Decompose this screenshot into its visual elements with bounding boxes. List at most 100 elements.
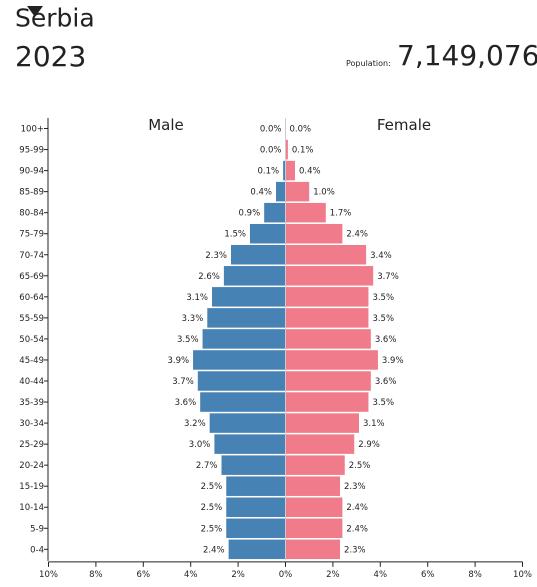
x-tick-label: 2% [326, 570, 340, 580]
data-label-female: 1.0% [313, 188, 335, 198]
age-group-label: 15-19 [19, 482, 44, 492]
data-label-male: 2.7% [196, 461, 218, 471]
data-label-male: 0.0% [260, 125, 282, 135]
age-group-label: 75-79 [19, 230, 44, 240]
data-label-male: 0.1% [258, 167, 280, 177]
bar-male [249, 223, 286, 244]
bar-male [209, 413, 286, 433]
bar-male [212, 287, 286, 307]
population-value: 7,149,076 [397, 39, 537, 72]
bar-male [207, 308, 286, 328]
bar-male [197, 371, 286, 391]
data-label-female: 2.4% [346, 230, 368, 240]
bar-female [285, 413, 359, 433]
data-label-male: 3.0% [189, 440, 211, 450]
data-label-male: 3.3% [182, 314, 204, 324]
bar-male [193, 350, 286, 370]
bar-male [226, 518, 286, 539]
data-label-female: 2.3% [344, 545, 366, 555]
age-group-label: 95-99 [19, 146, 44, 156]
x-tick-label: 10% [39, 570, 58, 580]
data-label-male: 0.4% [250, 188, 272, 198]
year-label: 2023 [15, 40, 87, 73]
bar-female [285, 392, 369, 412]
bar-male [226, 497, 286, 517]
age-group-label: 55-59 [19, 314, 44, 324]
bar-male [226, 476, 286, 496]
x-tick-label: 6% [421, 570, 435, 580]
data-label-male: 1.5% [224, 230, 246, 240]
age-group-label: 80-84 [19, 209, 44, 219]
x-tick-label: 2% [231, 570, 245, 580]
x-tick-label: 4% [184, 570, 198, 580]
data-label-female: 3.7% [377, 272, 399, 282]
age-group-label: 90-94 [19, 167, 44, 177]
age-group-label: 45-49 [19, 356, 44, 366]
data-label-male: 2.5% [201, 482, 223, 492]
data-label-male: 3.1% [186, 293, 208, 303]
bar-female [285, 223, 343, 244]
data-label-male: 3.6% [175, 398, 197, 408]
data-label-male: 2.5% [201, 503, 223, 513]
age-group-label: 70-74 [19, 251, 44, 261]
x-tick-label: 4% [374, 570, 388, 580]
data-label-female: 0.1% [292, 146, 314, 156]
data-label-female: 3.5% [372, 314, 394, 324]
age-group-label: 20-24 [19, 461, 44, 471]
data-label-female: 3.6% [375, 335, 397, 345]
age-group-label: 65-69 [19, 272, 44, 282]
age-group-label: 30-34 [19, 419, 44, 429]
chevron-down-icon [27, 6, 43, 17]
bar-female [285, 181, 310, 202]
bar-male [202, 329, 286, 349]
bar-male [200, 392, 286, 412]
age-group-label: 35-39 [19, 398, 44, 408]
bar-male [230, 245, 286, 265]
x-tick-label: 0% [279, 570, 293, 580]
data-label-female: 2.5% [349, 461, 371, 471]
data-label-female: 2.9% [358, 440, 380, 450]
country-name: Serbia [15, 3, 95, 33]
data-label-male: 3.5% [177, 335, 199, 345]
bar-female [285, 329, 371, 349]
data-label-female: 2.4% [346, 524, 368, 534]
bar-female [285, 202, 326, 223]
data-label-male: 3.9% [167, 356, 189, 366]
bar-female [285, 518, 343, 539]
population-label: Population: [346, 59, 391, 68]
bar-male [223, 266, 286, 286]
data-label-female: 3.4% [370, 251, 392, 261]
age-group-label: 85-89 [19, 188, 44, 198]
data-label-female: 0.4% [299, 167, 321, 177]
age-group-label: 40-44 [19, 377, 44, 387]
x-tick-label: 6% [137, 570, 151, 580]
legend-female: Female [377, 116, 431, 134]
bar-female [285, 266, 374, 286]
bar-male [221, 455, 286, 475]
bar-female [285, 539, 341, 560]
data-label-male: 3.2% [184, 419, 206, 429]
bar-female [285, 497, 343, 517]
bar-female [285, 350, 378, 370]
data-label-male: 2.4% [203, 545, 225, 555]
data-label-female: 3.5% [372, 293, 394, 303]
x-tick-label: 8% [89, 570, 103, 580]
country-selector[interactable]: Serbia [15, 2, 95, 33]
age-group-label: 25-29 [19, 440, 44, 450]
age-group-label: 0-4 [30, 545, 44, 555]
bar-male [228, 539, 286, 560]
legend-male: Male [148, 116, 184, 134]
bar-female [285, 245, 367, 265]
data-label-male: 0.9% [239, 209, 261, 219]
data-label-female: 1.7% [330, 209, 352, 219]
bar-male [214, 434, 286, 454]
x-tick-label: 10% [513, 570, 532, 580]
data-label-male: 2.5% [201, 524, 223, 534]
age-group-label: 5-9 [30, 524, 44, 534]
x-tick-label: 8% [468, 570, 482, 580]
data-label-female: 3.1% [363, 419, 385, 429]
data-label-female: 3.5% [372, 398, 394, 408]
bar-female [285, 455, 345, 475]
age-group-label: 60-64 [19, 293, 44, 303]
